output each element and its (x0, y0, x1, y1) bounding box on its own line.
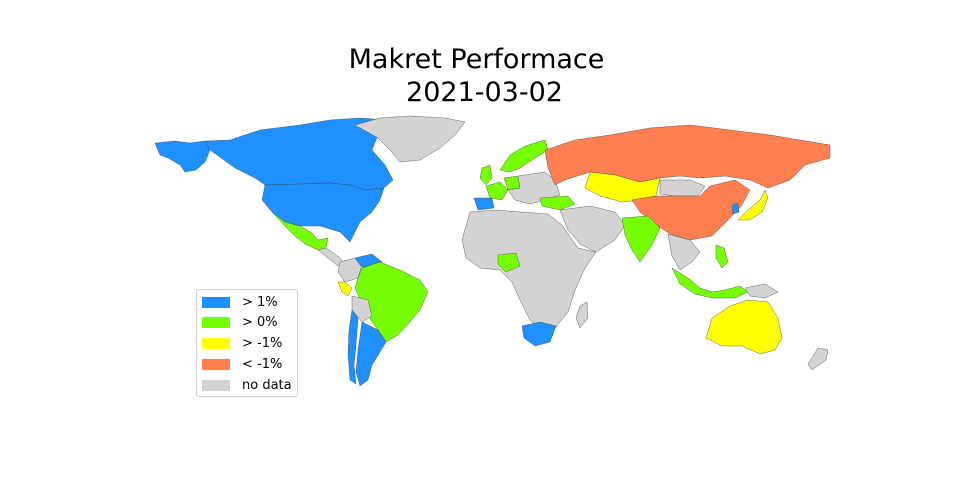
region-india (621, 215, 661, 263)
region-australia (705, 299, 783, 355)
legend-swatch-gtm1 (202, 337, 230, 349)
region-south-korea (731, 202, 740, 215)
region-argentina (355, 321, 387, 387)
region-peru (337, 281, 353, 297)
legend-label-ltm1: < -1% (242, 356, 283, 372)
legend-item-nodata: no data (202, 377, 292, 393)
legend-label-gt0: > 0% (242, 314, 278, 330)
region-brazil (354, 261, 429, 343)
region-africa (461, 209, 597, 331)
map-subtitle-date: 2021-03-02 (406, 77, 563, 108)
legend-swatch-ltm1 (202, 358, 230, 370)
region-philippines (715, 244, 729, 269)
legend-label-nodata: no data (242, 377, 292, 393)
legend-swatch-nodata (202, 379, 230, 391)
region-new-zealand (807, 347, 829, 371)
region-uk (479, 164, 493, 186)
legend-label-gtm1: > -1% (242, 335, 283, 351)
region-japan (737, 189, 769, 221)
region-germany (503, 175, 521, 191)
region-nigeria (497, 252, 521, 273)
legend-swatch-gt1 (202, 296, 230, 308)
region-alaska (154, 140, 211, 173)
region-canada (204, 117, 394, 191)
legend-item-gt1: > 1% (202, 294, 278, 310)
region-central-america (317, 247, 346, 267)
region-papua (744, 283, 779, 299)
legend-label-gt1: > 1% (242, 294, 278, 310)
region-mexico (271, 211, 329, 251)
region-southeast-asia (667, 233, 701, 271)
map-legend: > 1% > 0% > -1% < -1% no data (196, 289, 298, 397)
region-usa (261, 182, 385, 243)
region-south-africa (521, 321, 557, 347)
region-spain (473, 197, 495, 211)
region-scandinavia (499, 139, 549, 173)
legend-item-ltm1: < -1% (202, 356, 283, 372)
legend-item-gtm1: > -1% (202, 335, 283, 351)
region-madagascar (575, 301, 589, 329)
region-eastern-europe (507, 171, 561, 205)
region-france (485, 181, 509, 201)
region-greenland (354, 115, 466, 163)
legend-item-gt0: > 0% (202, 314, 278, 330)
legend-swatch-gt0 (202, 316, 230, 328)
map-title: Makret Performace (348, 44, 605, 75)
region-mongolia (659, 179, 706, 197)
region-chile (347, 309, 359, 385)
region-indonesia (671, 267, 749, 299)
region-turkey (539, 195, 576, 211)
region-middle-east (559, 205, 626, 253)
region-bolivia (351, 295, 373, 323)
